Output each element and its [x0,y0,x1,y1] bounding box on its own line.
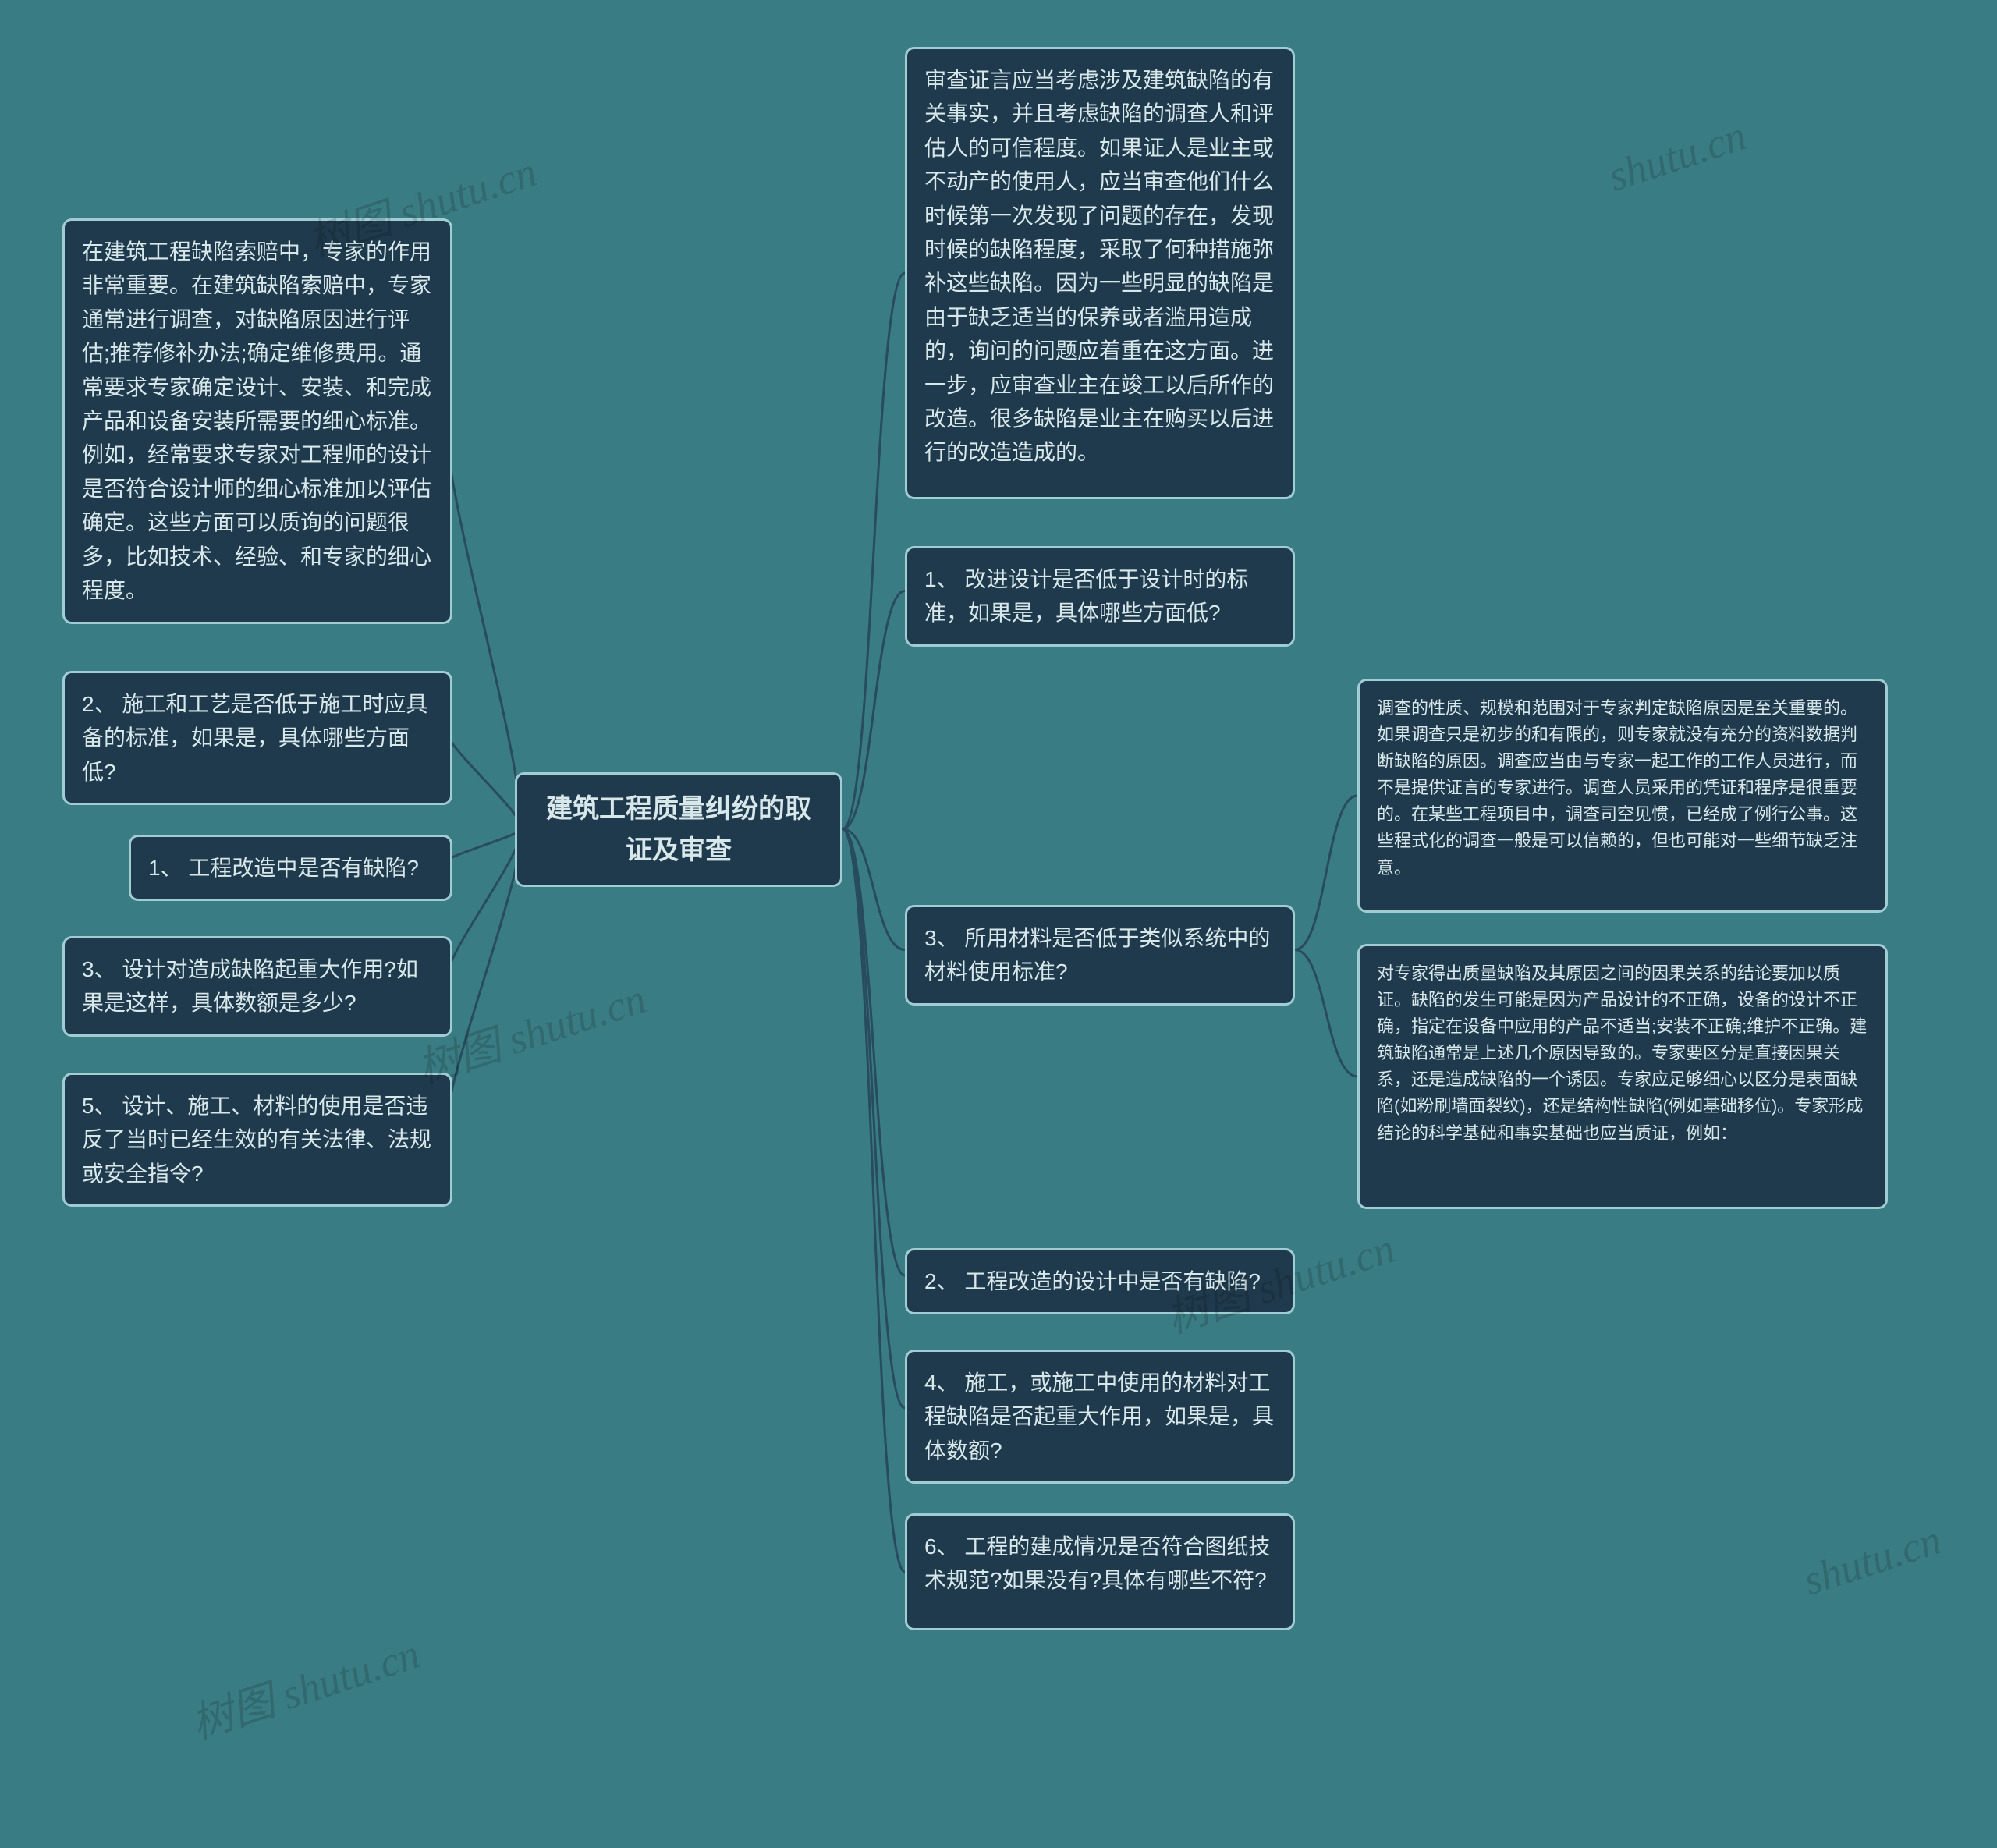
left-node-4[interactable]: 3、 设计对造成缺陷起重大作用?如果是这样，具体数额是多少? [62,936,452,1037]
watermark: shutu.cn [1797,1515,1947,1605]
central-node[interactable]: 建筑工程质量纠纷的取证及审查 [515,772,842,887]
left-node-3-text: 1、 工程改造中是否有缺陷? [148,856,419,880]
mindmap-canvas: 建筑工程质量纠纷的取证及审查 在建筑工程缺陷索赔中，专家的作用非常重要。在建筑缺陷… [0,0,1997,1848]
right-node-4[interactable]: 2、 工程改造的设计中是否有缺陷? [905,1248,1295,1314]
right-node-6[interactable]: 6、 工程的建成情况是否符合图纸技术规范?如果没有?具体有哪些不符? [905,1513,1295,1630]
connector [448,729,520,829]
right-node-3-text: 3、 所用材料是否低于类似系统中的材料使用标准? [924,926,1270,984]
connector [842,591,905,829]
right-node-5[interactable]: 4、 施工，或施工中使用的材料对工程缺陷是否起重大作用，如果是，具体数额? [905,1350,1295,1484]
left-node-1[interactable]: 在建筑工程缺陷索赔中，专家的作用非常重要。在建筑缺陷索赔中，专家通常进行调查，对… [62,218,452,624]
connector [842,829,905,1409]
connector [448,829,520,981]
left-node-5[interactable]: 5、 设计、施工、材料的使用是否违反了当时已经生效的有关法律、法规或安全指令? [62,1073,452,1207]
r3-child-2-text: 对专家得出质量缺陷及其原因之间的因果关系的结论要加以质证。缺陷的发生可能是因为产… [1377,963,1867,1143]
left-node-5-text: 5、 设计、施工、材料的使用是否违反了当时已经生效的有关法律、法规或安全指令? [82,1094,431,1186]
watermark: 树图 shutu.cn [183,1619,427,1751]
left-node-2-text: 2、 施工和工艺是否低于施工时应具备的标准，如果是，具体哪些方面低? [82,692,427,784]
right-node-2-text: 1、 改进设计是否低于设计时的标准，如果是，具体哪些方面低? [924,567,1248,625]
right-node-6-text: 6、 工程的建成情况是否符合图纸技术规范?如果没有?具体有哪些不符? [924,1534,1270,1592]
connector [448,829,520,1132]
r3-child-1[interactable]: 调查的性质、规模和范围对于专家判定缺陷原因是至关重要的。如果调查只是初步的和有限… [1357,679,1888,913]
r3-child-2[interactable]: 对专家得出质量缺陷及其原因之间的因果关系的结论要加以质证。缺陷的发生可能是因为产… [1357,944,1888,1209]
connector [842,829,905,1573]
connector [448,421,520,829]
watermark-text: 树图 shutu.cn [186,1630,425,1748]
central-node-text: 建筑工程质量纠纷的取证及审查 [534,789,823,871]
right-node-3[interactable]: 3、 所用材料是否低于类似系统中的材料使用标准? [905,905,1295,1006]
connector [842,829,905,950]
right-node-4-text: 2、 工程改造的设计中是否有缺陷? [924,1269,1261,1293]
connector [842,273,905,829]
connector [842,829,905,1276]
connector [1295,796,1357,950]
left-node-4-text: 3、 设计对造成缺陷起重大作用?如果是这样，具体数额是多少? [82,957,418,1015]
right-node-5-text: 4、 施工，或施工中使用的材料对工程缺陷是否起重大作用，如果是，具体数额? [924,1371,1274,1463]
watermark: shutu.cn [1602,111,1752,200]
right-node-1-text: 审查证言应当考虑涉及建筑缺陷的有关事实，并且考虑缺陷的调查人和评估人的可信程度。… [924,68,1274,464]
right-node-2[interactable]: 1、 改进设计是否低于设计时的标准，如果是，具体哪些方面低? [905,546,1295,647]
right-node-1[interactable]: 审查证言应当考虑涉及建筑缺陷的有关事实，并且考虑缺陷的调查人和评估人的可信程度。… [905,47,1295,499]
left-node-2[interactable]: 2、 施工和工艺是否低于施工时应具备的标准，如果是，具体哪些方面低? [62,671,452,805]
left-node-3[interactable]: 1、 工程改造中是否有缺陷? [129,835,452,901]
watermark-text: shutu.cn [1602,112,1751,200]
r3-child-1-text: 调查的性质、规模和范围对于专家判定缺陷原因是至关重要的。如果调查只是初步的和有限… [1377,698,1857,878]
connector [448,829,520,863]
connector [1295,950,1357,1077]
left-node-1-text: 在建筑工程缺陷索赔中，专家的作用非常重要。在建筑缺陷索赔中，专家通常进行调查，对… [82,239,431,602]
watermark-text: shutu.cn [1797,1516,1946,1604]
